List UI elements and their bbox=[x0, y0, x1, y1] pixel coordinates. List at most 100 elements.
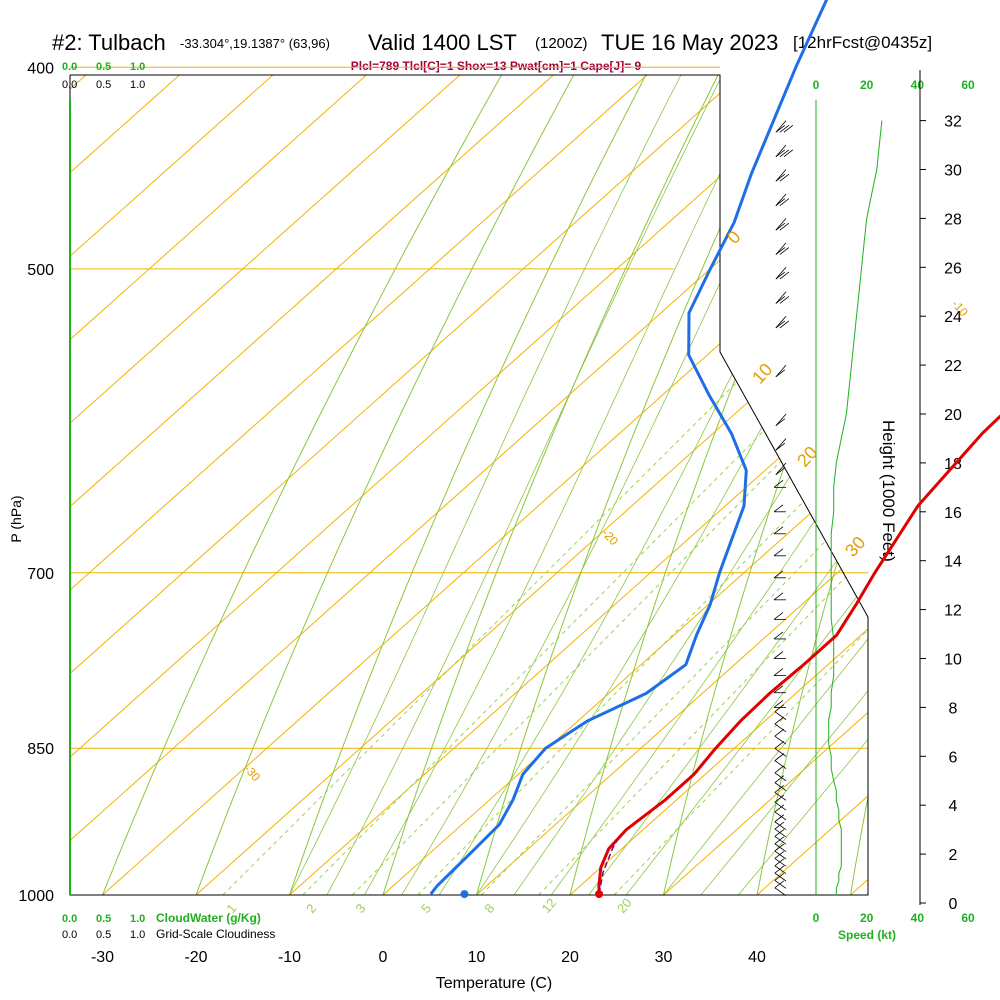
isotherm bbox=[70, 75, 851, 895]
wind-barb bbox=[775, 120, 794, 133]
moist-adiabat bbox=[700, 75, 868, 895]
x-tick-label: -10 bbox=[278, 949, 301, 966]
height-tick-label: 20 bbox=[944, 407, 962, 424]
moist-adiabat bbox=[588, 75, 868, 895]
height-tick-label: 14 bbox=[944, 554, 962, 571]
wind-barb bbox=[775, 242, 790, 255]
wind-barb bbox=[774, 704, 787, 720]
wind-barb bbox=[774, 829, 787, 845]
wind-barb bbox=[774, 741, 787, 757]
isotherm-label-right: 0 bbox=[723, 227, 745, 248]
dry-adiabat bbox=[195, 75, 825, 895]
wind-barb bbox=[773, 480, 786, 488]
isotherm bbox=[70, 75, 571, 895]
dry-adiabat bbox=[850, 75, 868, 895]
mixing-ratio-label: 8 bbox=[481, 901, 497, 916]
wind-barb bbox=[775, 413, 787, 427]
height-tick-label: 4 bbox=[949, 798, 958, 815]
surface-temperature-marker bbox=[595, 890, 604, 899]
isotherm bbox=[850, 75, 868, 895]
indices-line: Plcl=789 Tlcl[C]=1 Shox=13 Pwat[cm]=1 Ca… bbox=[351, 59, 642, 73]
wind-barb bbox=[775, 267, 790, 280]
wind-barb bbox=[775, 169, 790, 182]
moist-adiabat bbox=[663, 75, 868, 895]
wind-barb bbox=[773, 592, 786, 601]
isotherm bbox=[102, 75, 868, 895]
wind-barb bbox=[774, 858, 787, 874]
height-tick-label: 0 bbox=[949, 896, 958, 913]
parcel-path bbox=[598, 838, 619, 895]
isotherm-label-right: 30 bbox=[841, 532, 869, 560]
x-tick-label: -30 bbox=[91, 949, 114, 966]
sounding-series bbox=[429, 0, 1000, 899]
dry-adiabat bbox=[102, 75, 763, 895]
wind-barb bbox=[774, 716, 787, 733]
wind-barb bbox=[773, 668, 786, 677]
wind-barb bbox=[775, 462, 787, 475]
speed-tick-top: 20 bbox=[860, 78, 874, 92]
wind-speed-line bbox=[828, 120, 883, 896]
mixing-ratio-label: 5 bbox=[418, 901, 434, 916]
height-tick-label: 32 bbox=[944, 114, 962, 131]
cloudwater-tick-top: 1.0 bbox=[130, 61, 145, 73]
wind-barb bbox=[775, 218, 790, 231]
wind-barb bbox=[774, 836, 787, 852]
cloudiness-tick-top: 0.5 bbox=[96, 79, 111, 91]
isotherm-label: -30 bbox=[241, 762, 263, 784]
x-tick-label: 0 bbox=[379, 949, 388, 966]
isotherm bbox=[569, 75, 868, 895]
speed-tick-top: 60 bbox=[961, 78, 975, 92]
height-tick-label: 30 bbox=[944, 163, 962, 180]
height-tick-label: 22 bbox=[944, 358, 962, 375]
wind-barb bbox=[774, 775, 787, 791]
isotherm bbox=[382, 75, 868, 895]
title-valid: Valid 1400 LST bbox=[368, 30, 517, 55]
mixing-ratio-line bbox=[613, 75, 868, 895]
moist-adiabat bbox=[326, 75, 868, 895]
cloudiness-axis-label: Grid-Scale Cloudiness bbox=[156, 927, 275, 941]
pressure-axis-ticks: 2503004005007008501000 bbox=[18, 60, 54, 905]
isotherm bbox=[289, 75, 868, 895]
wind-barb bbox=[773, 651, 786, 659]
cloudiness-tick-top: 0.0 bbox=[62, 79, 77, 91]
wind-barb bbox=[774, 804, 787, 821]
height-tick-label: 8 bbox=[949, 700, 958, 717]
x-tick-label: 20 bbox=[561, 949, 579, 966]
temperature-line bbox=[597, 414, 1000, 895]
speed-tick-top: 0 bbox=[813, 78, 820, 92]
cloudwater-tick-top: 0.5 bbox=[96, 61, 111, 73]
isotherm bbox=[756, 75, 868, 895]
isotherm-label-right: 20 bbox=[793, 442, 821, 470]
speed-axis-label: Speed (kt) bbox=[838, 928, 896, 942]
height-tick-label: 24 bbox=[944, 309, 962, 326]
speed-tick-bottom: 40 bbox=[911, 911, 925, 925]
speed-tick-bottom: 20 bbox=[860, 911, 874, 925]
mixing-ratio-label: 3 bbox=[352, 901, 368, 916]
pressure-tick-label: 500 bbox=[27, 262, 54, 279]
cloudwater-tick-bottom: 1.0 bbox=[130, 913, 145, 925]
speed-tick-top: 40 bbox=[911, 78, 925, 92]
mixing-ratio-label: 20 bbox=[614, 895, 635, 916]
wind-barb bbox=[773, 548, 786, 557]
moist-adiabat bbox=[513, 75, 868, 895]
wind-barb bbox=[774, 794, 787, 811]
moist-adiabat bbox=[289, 75, 868, 895]
cloudwater-axis-label: CloudWater (g/Kg) bbox=[156, 911, 261, 925]
pressure-tick-label: 850 bbox=[27, 741, 54, 758]
wind-barb bbox=[775, 144, 794, 158]
title-station: #2: Tulbach bbox=[52, 30, 166, 55]
height-tick-label: 10 bbox=[944, 652, 962, 669]
wind-barb bbox=[775, 315, 790, 329]
title-zulu: (1200Z) bbox=[535, 35, 588, 52]
dry-adiabat bbox=[476, 75, 868, 895]
height-tick-label: 26 bbox=[944, 260, 962, 277]
moist-adiabat bbox=[737, 75, 868, 895]
dry-adiabat bbox=[569, 75, 868, 895]
wind-barb bbox=[773, 685, 786, 694]
dry-adiabat-lines bbox=[102, 75, 868, 895]
mixing-ratio-label: 2 bbox=[303, 901, 319, 916]
surface-dewpoint-marker bbox=[460, 890, 469, 899]
pressure-tick-label: 1000 bbox=[18, 888, 54, 905]
isobar-lines bbox=[70, 66, 868, 896]
x-tick-label: -20 bbox=[184, 949, 207, 966]
